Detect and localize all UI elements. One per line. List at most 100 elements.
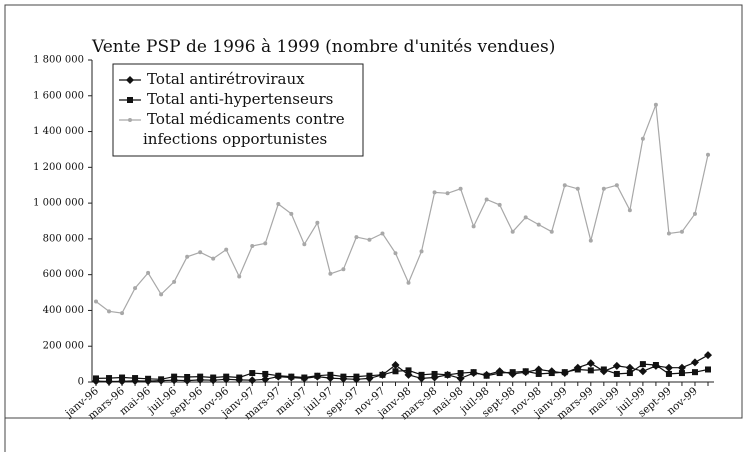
point — [119, 374, 126, 381]
y-tick-label: 1 000 000 — [33, 198, 84, 209]
point — [706, 152, 710, 157]
legend-label: Total anti-hypertenseurs — [147, 90, 333, 108]
point — [497, 202, 502, 207]
point — [613, 370, 620, 377]
y-tick-label: 600 000 — [43, 269, 84, 280]
point — [626, 370, 633, 377]
point — [574, 366, 581, 373]
point — [627, 208, 632, 213]
point — [692, 211, 697, 216]
point — [471, 224, 476, 229]
y-tick-label: 1 800 000 — [33, 55, 84, 66]
y-tick-label: 400 000 — [43, 305, 84, 316]
point — [158, 376, 165, 383]
chart-title: Vente PSP de 1996 à 1999 (nombre d'unité… — [91, 37, 555, 57]
point — [248, 376, 257, 385]
point — [391, 361, 400, 370]
point — [444, 371, 451, 378]
point — [625, 363, 634, 372]
point — [262, 370, 269, 377]
y-tick-label: 1 200 000 — [33, 162, 84, 173]
point — [523, 215, 528, 220]
point — [249, 370, 256, 377]
point — [666, 231, 671, 236]
point — [341, 267, 346, 272]
point — [146, 270, 151, 275]
y-tick-label: 1 400 000 — [33, 126, 84, 137]
legend-box — [112, 63, 364, 157]
point — [261, 375, 270, 384]
point — [456, 374, 465, 383]
point — [665, 370, 672, 377]
series-line — [95, 104, 709, 314]
point — [612, 361, 621, 370]
legend-label-line: Total médicaments contre — [147, 110, 345, 128]
point — [431, 370, 438, 377]
point — [509, 369, 516, 376]
point — [575, 186, 580, 191]
point — [586, 359, 595, 368]
point — [301, 374, 308, 381]
frame — [4, 4, 743, 419]
point — [171, 373, 178, 380]
point — [405, 367, 412, 374]
point — [120, 311, 125, 316]
point — [106, 375, 113, 382]
point — [679, 229, 684, 234]
legend-label: Total antirétroviraux — [147, 70, 305, 88]
point — [353, 373, 360, 380]
point — [302, 242, 307, 247]
point — [406, 280, 411, 285]
point — [690, 358, 699, 367]
point — [289, 211, 294, 216]
point — [457, 370, 464, 377]
point — [367, 237, 372, 242]
point — [184, 373, 191, 380]
point — [236, 374, 243, 381]
point — [340, 373, 347, 380]
legend-marker — [127, 97, 133, 103]
point — [601, 186, 606, 191]
point — [315, 220, 320, 225]
point — [639, 361, 646, 368]
point — [548, 370, 555, 377]
point — [288, 373, 295, 380]
point — [677, 363, 686, 372]
point — [275, 372, 282, 379]
legend-label: Total médicaments contre infections oppor… — [143, 110, 345, 148]
point — [678, 370, 685, 377]
point — [458, 186, 463, 191]
point — [536, 222, 541, 227]
point — [132, 375, 139, 382]
point — [588, 238, 593, 243]
point — [237, 274, 242, 279]
point — [470, 369, 477, 376]
point — [483, 372, 490, 379]
point — [263, 241, 268, 246]
point — [562, 183, 567, 188]
legend-marker — [128, 118, 132, 122]
point — [664, 363, 673, 372]
point — [250, 244, 255, 249]
point — [418, 371, 425, 378]
point — [223, 373, 230, 380]
point — [510, 229, 515, 234]
point — [691, 369, 698, 376]
point — [393, 251, 398, 256]
point — [419, 249, 424, 254]
legend-label-line: infections opportunistes — [143, 130, 327, 148]
point — [640, 136, 645, 141]
point — [535, 370, 542, 377]
point — [445, 191, 450, 196]
point — [94, 299, 98, 304]
point — [392, 368, 399, 375]
point — [522, 368, 529, 375]
point — [652, 362, 659, 369]
point — [276, 202, 281, 207]
point — [704, 351, 712, 360]
point — [93, 375, 99, 382]
point — [314, 372, 321, 379]
point — [380, 231, 385, 236]
point — [614, 183, 619, 188]
